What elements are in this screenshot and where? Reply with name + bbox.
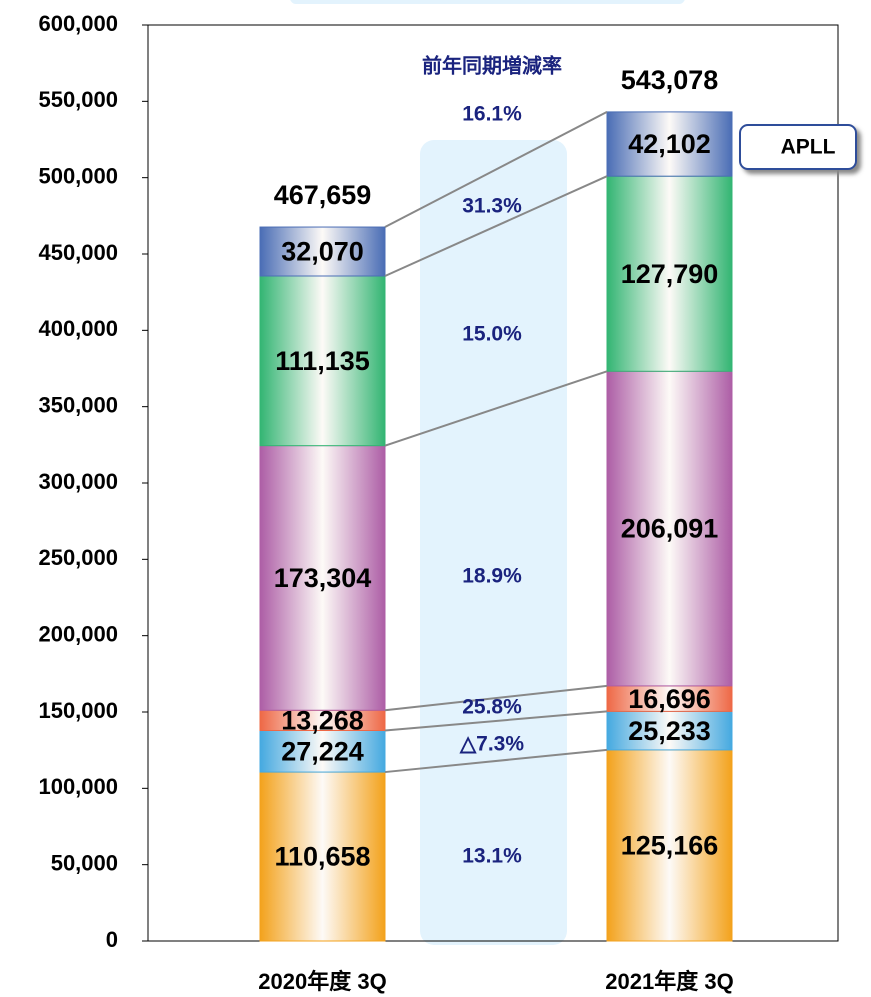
segment-label: 206,091 — [621, 514, 719, 544]
segment-label: 32,070 — [281, 237, 364, 267]
bar-segment — [606, 710, 733, 751]
segment-label: 16,696 — [628, 684, 711, 714]
rate-label: 18.9% — [462, 565, 522, 588]
y-tick-label: 50,000 — [51, 850, 118, 875]
total-rate-label: 16.1% — [462, 103, 522, 126]
x-tick-label: 2020年度 3Q — [258, 969, 386, 994]
rate-label: 25.8% — [462, 696, 522, 719]
segment-label: 127,790 — [621, 259, 719, 289]
connector — [384, 710, 608, 732]
segment-label: 25,233 — [628, 716, 711, 746]
y-tick-label: 100,000 — [38, 774, 118, 799]
bar-segment — [259, 275, 386, 447]
connector — [384, 370, 608, 447]
y-tick-label: 350,000 — [38, 392, 118, 417]
rate-label: △7.3% — [459, 733, 524, 756]
bar-segment — [606, 111, 733, 177]
y-tick-label: 250,000 — [38, 545, 118, 570]
y-tick-label: 150,000 — [38, 698, 118, 723]
bar-segment — [259, 771, 386, 942]
bar-segment — [259, 730, 386, 773]
y-tick-label: 500,000 — [38, 163, 118, 188]
rate-band — [420, 140, 567, 945]
bar-segment — [606, 175, 733, 372]
total-label: 467,659 — [274, 180, 372, 210]
y-tick-label: 600,000 — [38, 11, 118, 36]
y-tick-label: 300,000 — [38, 469, 118, 494]
legend-label: APLL — [781, 136, 836, 159]
rates-title: 前年同期増減率 — [422, 53, 562, 77]
segment-label: 42,102 — [628, 129, 711, 159]
x-tick-label: 2021年度 3Q — [605, 969, 733, 994]
top-box — [290, 0, 685, 4]
connector — [384, 175, 608, 277]
segment-label: 111,135 — [275, 346, 370, 376]
connector — [384, 748, 608, 774]
connector — [384, 684, 608, 712]
rate-label: 13.1% — [462, 845, 522, 868]
segment-label: 110,658 — [274, 842, 370, 872]
bar-segment — [606, 370, 733, 687]
bar-segment — [606, 685, 733, 712]
segment-label: 125,166 — [621, 831, 719, 861]
rate-label: 31.3% — [462, 195, 522, 218]
legend-box — [739, 124, 857, 170]
rate-label: 15.0% — [462, 323, 522, 346]
bar-segment — [259, 445, 386, 711]
segment-label: 27,224 — [281, 736, 364, 766]
bar-segment — [606, 749, 733, 942]
segment-label: 173,304 — [274, 563, 372, 593]
bar-segment — [259, 226, 386, 277]
y-tick-label: 550,000 — [38, 87, 118, 112]
y-tick-label: 400,000 — [38, 316, 118, 341]
y-tick-label: 0 — [106, 927, 118, 952]
connector — [384, 111, 608, 228]
y-tick-label: 450,000 — [38, 240, 118, 265]
y-tick-label: 200,000 — [38, 621, 118, 646]
total-label: 543,078 — [621, 65, 719, 95]
